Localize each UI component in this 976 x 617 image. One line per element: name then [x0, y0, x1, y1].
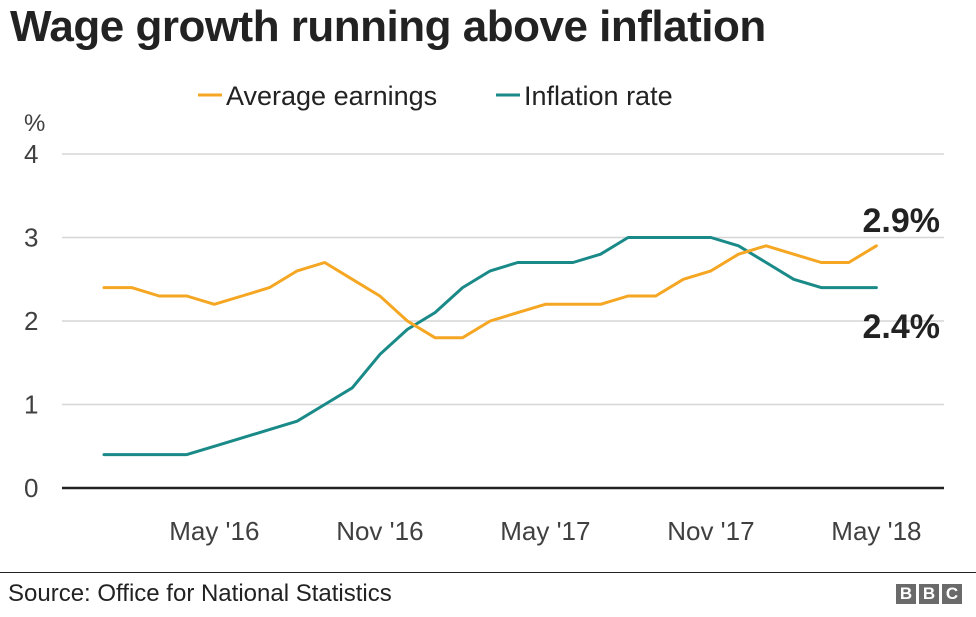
- footer-divider: [0, 572, 976, 573]
- x-tick-label: May '16: [169, 516, 259, 546]
- y-tick-label: 4: [24, 139, 38, 169]
- chart-title: Wage growth running above inflation: [10, 2, 766, 51]
- bbc-logo-letter: C: [942, 584, 962, 604]
- x-tick-label: Nov '16: [336, 516, 423, 546]
- bbc-logo-letter: B: [919, 584, 939, 604]
- end-label-inflation-rate: 2.4%: [863, 308, 941, 346]
- legend-label: Average earnings: [226, 81, 437, 111]
- x-tick-label: Nov '17: [667, 516, 754, 546]
- y-axis-label: %: [24, 110, 45, 137]
- end-label-average-earnings: 2.9%: [863, 202, 941, 240]
- y-tick-label: 0: [24, 473, 38, 503]
- series-line: [102, 236, 878, 457]
- y-tick-label: 3: [24, 223, 38, 253]
- series-line: [102, 244, 878, 340]
- legend-label: Inflation rate: [524, 81, 673, 111]
- y-tick-label: 1: [24, 390, 38, 420]
- x-tick-label: May '18: [831, 516, 921, 546]
- bbc-logo: B B C: [896, 584, 962, 604]
- x-tick-label: May '17: [500, 516, 590, 546]
- bbc-logo-letter: B: [896, 584, 916, 604]
- source-note: Source: Office for National Statistics: [8, 580, 392, 607]
- y-tick-label: 2: [24, 306, 38, 336]
